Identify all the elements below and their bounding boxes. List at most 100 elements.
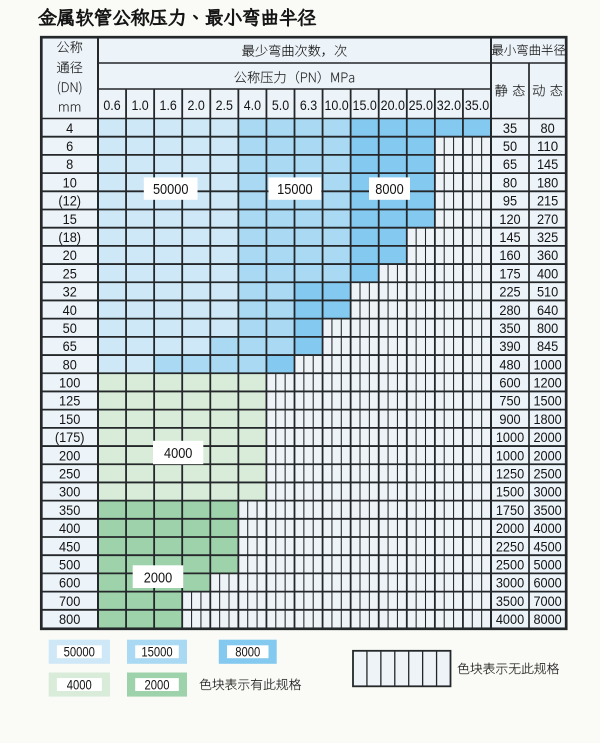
svg-text:1500: 1500 xyxy=(496,485,525,500)
svg-text:450: 450 xyxy=(59,539,81,554)
svg-text:280: 280 xyxy=(499,303,521,318)
svg-text:80: 80 xyxy=(63,357,78,372)
svg-text:700: 700 xyxy=(59,594,81,609)
svg-text:4000: 4000 xyxy=(496,612,525,627)
svg-text:125: 125 xyxy=(59,394,81,409)
svg-text:750: 750 xyxy=(499,394,521,409)
svg-text:300: 300 xyxy=(59,485,81,500)
svg-text:250: 250 xyxy=(59,467,81,482)
svg-text:10.0: 10.0 xyxy=(324,98,348,113)
svg-text:100: 100 xyxy=(59,376,81,391)
svg-text:350: 350 xyxy=(59,503,81,518)
svg-text:15000: 15000 xyxy=(277,181,313,198)
svg-text:600: 600 xyxy=(499,376,521,391)
svg-text:15000: 15000 xyxy=(141,645,172,660)
svg-text:50000: 50000 xyxy=(64,645,95,660)
svg-text:95: 95 xyxy=(503,194,518,209)
svg-text:7000: 7000 xyxy=(533,594,562,609)
svg-text:4: 4 xyxy=(66,121,73,136)
svg-text:1200: 1200 xyxy=(533,376,562,391)
svg-text:390: 390 xyxy=(499,339,521,354)
svg-text:8000: 8000 xyxy=(235,645,260,660)
svg-text:800: 800 xyxy=(59,612,81,627)
svg-text:120: 120 xyxy=(499,212,521,227)
svg-text:2.0: 2.0 xyxy=(188,98,205,113)
svg-text:20.0: 20.0 xyxy=(381,98,405,113)
svg-text:400: 400 xyxy=(59,521,81,536)
svg-text:50: 50 xyxy=(63,321,78,336)
svg-text:360: 360 xyxy=(537,248,559,263)
svg-text:6: 6 xyxy=(66,139,73,154)
svg-text:5.0: 5.0 xyxy=(272,98,289,113)
svg-text:20: 20 xyxy=(63,248,78,263)
svg-text:2000: 2000 xyxy=(496,521,525,536)
svg-text:3000: 3000 xyxy=(533,485,562,500)
svg-text:4000: 4000 xyxy=(67,677,92,692)
svg-text:8000: 8000 xyxy=(375,181,403,198)
svg-text:35.0: 35.0 xyxy=(465,98,489,113)
svg-text:845: 845 xyxy=(537,339,559,354)
svg-text:80: 80 xyxy=(541,121,556,136)
svg-text:1250: 1250 xyxy=(496,467,525,482)
svg-text:10: 10 xyxy=(63,175,78,190)
svg-text:2000: 2000 xyxy=(533,448,562,463)
svg-text:(175): (175) xyxy=(55,430,85,445)
svg-text:6.3: 6.3 xyxy=(300,98,317,113)
svg-text:600: 600 xyxy=(59,576,81,591)
svg-text:500: 500 xyxy=(59,558,81,573)
svg-text:2500: 2500 xyxy=(533,467,562,482)
svg-text:180: 180 xyxy=(537,175,559,190)
svg-text:1800: 1800 xyxy=(533,412,562,427)
svg-text:110: 110 xyxy=(537,139,559,154)
svg-text:(18): (18) xyxy=(58,230,81,245)
svg-text:350: 350 xyxy=(499,321,521,336)
svg-text:15: 15 xyxy=(63,212,78,227)
svg-text:15.0: 15.0 xyxy=(353,98,377,113)
svg-text:50: 50 xyxy=(503,139,518,154)
svg-text:325: 325 xyxy=(537,230,559,245)
svg-text:4500: 4500 xyxy=(533,539,562,554)
svg-text:4.0: 4.0 xyxy=(244,98,261,113)
svg-text:640: 640 xyxy=(537,303,559,318)
svg-text:270: 270 xyxy=(537,212,559,227)
svg-text:8: 8 xyxy=(66,157,73,172)
svg-text:400: 400 xyxy=(537,266,559,281)
svg-text:3500: 3500 xyxy=(533,503,562,518)
svg-text:2500: 2500 xyxy=(496,558,525,573)
svg-text:3500: 3500 xyxy=(496,594,525,609)
svg-text:4000: 4000 xyxy=(164,445,192,462)
svg-text:215: 215 xyxy=(537,194,559,209)
svg-text:2.5: 2.5 xyxy=(216,98,233,113)
svg-text:150: 150 xyxy=(59,412,81,427)
svg-text:40: 40 xyxy=(63,303,78,318)
svg-text:145: 145 xyxy=(537,157,559,172)
svg-text:510: 510 xyxy=(537,285,559,300)
svg-text:32: 32 xyxy=(63,285,77,300)
svg-text:1000: 1000 xyxy=(496,448,525,463)
svg-text:25: 25 xyxy=(63,266,78,281)
svg-text:(12): (12) xyxy=(58,194,81,209)
svg-text:2000: 2000 xyxy=(145,677,170,692)
svg-text:1500: 1500 xyxy=(533,394,562,409)
svg-text:1.6: 1.6 xyxy=(160,98,177,113)
svg-text:5000: 5000 xyxy=(533,558,562,573)
svg-text:32.0: 32.0 xyxy=(437,98,461,113)
svg-text:65: 65 xyxy=(503,157,518,172)
svg-text:1.0: 1.0 xyxy=(131,98,148,113)
svg-text:0.6: 0.6 xyxy=(103,98,120,113)
svg-text:2000: 2000 xyxy=(144,569,172,586)
svg-text:65: 65 xyxy=(63,339,78,354)
svg-text:160: 160 xyxy=(499,248,521,263)
svg-text:480: 480 xyxy=(499,357,521,372)
svg-text:200: 200 xyxy=(59,448,81,463)
svg-text:6000: 6000 xyxy=(533,576,562,591)
svg-text:50000: 50000 xyxy=(153,181,189,198)
svg-text:4000: 4000 xyxy=(533,521,562,536)
svg-text:900: 900 xyxy=(499,412,521,427)
svg-text:225: 225 xyxy=(499,285,521,300)
svg-text:1000: 1000 xyxy=(496,430,525,445)
svg-text:8000: 8000 xyxy=(533,612,562,627)
svg-text:35: 35 xyxy=(503,121,518,136)
svg-text:3000: 3000 xyxy=(496,576,525,591)
svg-text:800: 800 xyxy=(537,321,559,336)
